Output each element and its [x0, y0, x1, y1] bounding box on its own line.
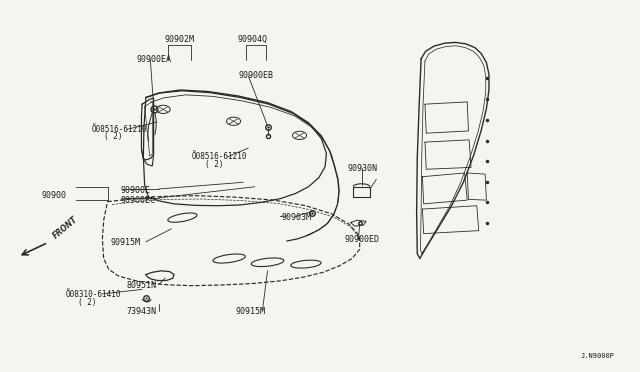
Text: 90930N: 90930N	[348, 164, 378, 173]
Text: 90900EC: 90900EC	[120, 196, 156, 205]
Text: 90900ED: 90900ED	[344, 235, 380, 244]
Text: 90903M: 90903M	[282, 213, 312, 222]
Text: Õ08516-61210: Õ08516-61210	[92, 125, 147, 134]
Text: 90900EB: 90900EB	[238, 71, 273, 80]
Text: 90904Q: 90904Q	[238, 35, 268, 44]
Text: 90900EA: 90900EA	[136, 55, 172, 64]
Text: 90915M: 90915M	[236, 307, 266, 316]
Text: 80951N: 80951N	[127, 281, 157, 290]
Text: 90900: 90900	[42, 191, 67, 200]
Text: 90900E: 90900E	[120, 186, 150, 195]
Text: Õ08516-61210: Õ08516-61210	[192, 153, 248, 161]
Text: ( 2): ( 2)	[104, 132, 123, 141]
Text: ( 2): ( 2)	[205, 160, 223, 169]
Text: 73943N: 73943N	[127, 307, 157, 316]
Text: 90915M: 90915M	[110, 238, 140, 247]
Text: 90902M: 90902M	[164, 35, 194, 44]
Text: FRONT: FRONT	[51, 215, 79, 241]
Text: ( 2): ( 2)	[78, 298, 97, 307]
Text: J.N9000P: J.N9000P	[580, 353, 614, 359]
Text: Õ08310-61410: Õ08310-61410	[65, 290, 121, 299]
